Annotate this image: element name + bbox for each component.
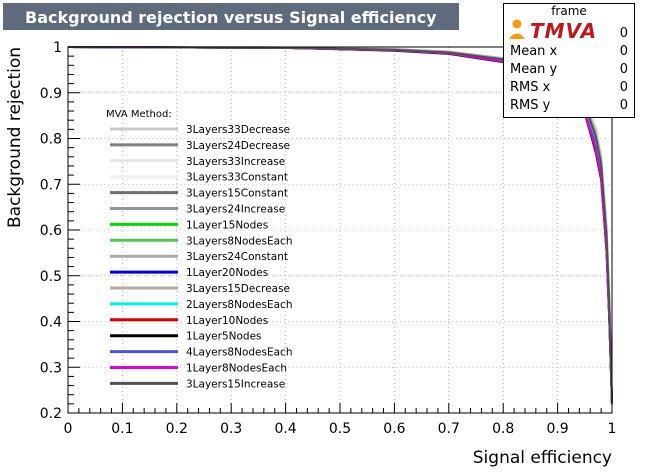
chart-title: Background rejection versus Signal effic…: [25, 8, 437, 27]
legend-label: 1Layer20Nodes: [186, 267, 268, 279]
axis-ticks: [67, 46, 613, 414]
x-tick-label: 0.3: [220, 421, 242, 437]
x-tick-label: 0.6: [383, 421, 405, 437]
legend-label: 3Layers24Constant: [186, 251, 288, 263]
legend: MVA Method: 3Layers33Decrease 3Layers24De…: [106, 109, 292, 390]
y-tick-label: 1: [53, 40, 62, 56]
y-tick-label: 0.4: [40, 315, 62, 331]
stats-row: Mean y 0: [510, 62, 628, 80]
legend-label: 4Layers8NodesEach: [186, 347, 292, 359]
x-tick-label: 1: [608, 421, 617, 437]
x-axis-label: Signal efficiency: [473, 448, 612, 468]
legend-label: 3Layers15Constant: [186, 188, 288, 200]
legend-label: 3Layers8NodesEach: [186, 235, 292, 247]
tmva-logo: TMVA: [508, 19, 610, 43]
stats-row: RMS x 0: [510, 80, 628, 98]
y-tick-label: 0.3: [40, 360, 62, 376]
stats-row-value: 0: [619, 80, 628, 95]
legend-label: 1Layer8NodesEach: [186, 363, 287, 375]
stats-row: RMS y 0: [510, 98, 628, 116]
chart-title-box: Background rejection versus Signal effic…: [3, 3, 459, 30]
y-tick-label: 0.8: [40, 132, 62, 148]
x-tick-label: 0.4: [274, 421, 296, 437]
stats-row-value: 0: [619, 62, 628, 77]
legend-label: 3Layers33Constant: [186, 172, 288, 184]
y-tick-label: 0.6: [40, 223, 62, 239]
stats-row-label: Mean x: [510, 44, 558, 59]
legend-label: 3Layers15Increase: [186, 378, 285, 390]
x-tick-label: 0: [64, 421, 73, 437]
y-tick-label: 0.5: [40, 269, 62, 285]
legend-label: 3Layers24Increase: [186, 204, 285, 216]
tmva-logo-mark-icon: [509, 19, 525, 39]
legend-title: MVA Method:: [106, 109, 172, 120]
y-axis-label: Background rejection: [5, 47, 25, 228]
legend-label: 3Layers15Decrease: [186, 283, 290, 295]
stats-row: 0: [510, 26, 628, 44]
x-tick-label: 0.8: [492, 421, 514, 437]
legend-label: 2Layers8NodesEach: [186, 299, 292, 311]
stats-box: frame TMVA 0 Mean x 0 Mean y 0 RMS x 0 R…: [503, 3, 635, 118]
tmva-logo-text: TMVA: [530, 19, 598, 43]
stats-row-value: 0: [619, 98, 628, 113]
y-tick-label: 0.7: [40, 177, 62, 193]
y-tick-label: 0.2: [40, 406, 62, 422]
y-tick-label: 0.9: [40, 86, 62, 102]
x-tick-labels: 0 0.1 0.2 0.3 0.4 0.5 0.6 0.7 0.8 0.9 1: [64, 421, 617, 437]
stats-row-label: RMS y: [510, 98, 551, 113]
x-tick-label: 0.2: [166, 421, 188, 437]
legend-label: 3Layers33Decrease: [186, 124, 290, 136]
stats-row: Mean x 0: [510, 44, 628, 62]
legend-label: 3Layers24Decrease: [186, 140, 290, 152]
x-tick-label: 0.9: [546, 421, 568, 437]
x-tick-label: 0.7: [438, 421, 460, 437]
stats-row-value: 0: [619, 44, 628, 59]
x-tick-label: 0.1: [111, 421, 133, 437]
legend-label: 1Layer5Nodes: [186, 331, 262, 343]
stats-row-label: Mean y: [510, 62, 558, 77]
stats-header: frame: [551, 4, 587, 18]
legend-label: 1Layer10Nodes: [186, 315, 268, 327]
x-tick-label: 0.5: [329, 421, 351, 437]
y-tick-labels: 0.2 0.3 0.4 0.5 0.6 0.7 0.8 0.9 1: [40, 40, 62, 422]
legend-label: 3Layers33Increase: [186, 156, 285, 168]
legend-label: 1Layer15Nodes: [186, 219, 268, 231]
stats-row-label: RMS x: [510, 80, 551, 95]
stats-row-value: 0: [619, 26, 628, 41]
